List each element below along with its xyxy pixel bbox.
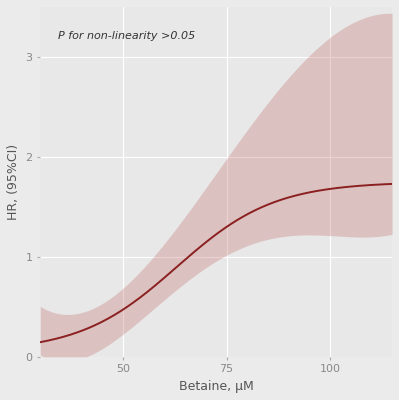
Text: P for non-linearity >0.05: P for non-linearity >0.05 [58,32,195,42]
X-axis label: Betaine, μM: Betaine, μM [179,380,253,393]
Y-axis label: HR, (95%CI): HR, (95%CI) [7,144,20,220]
